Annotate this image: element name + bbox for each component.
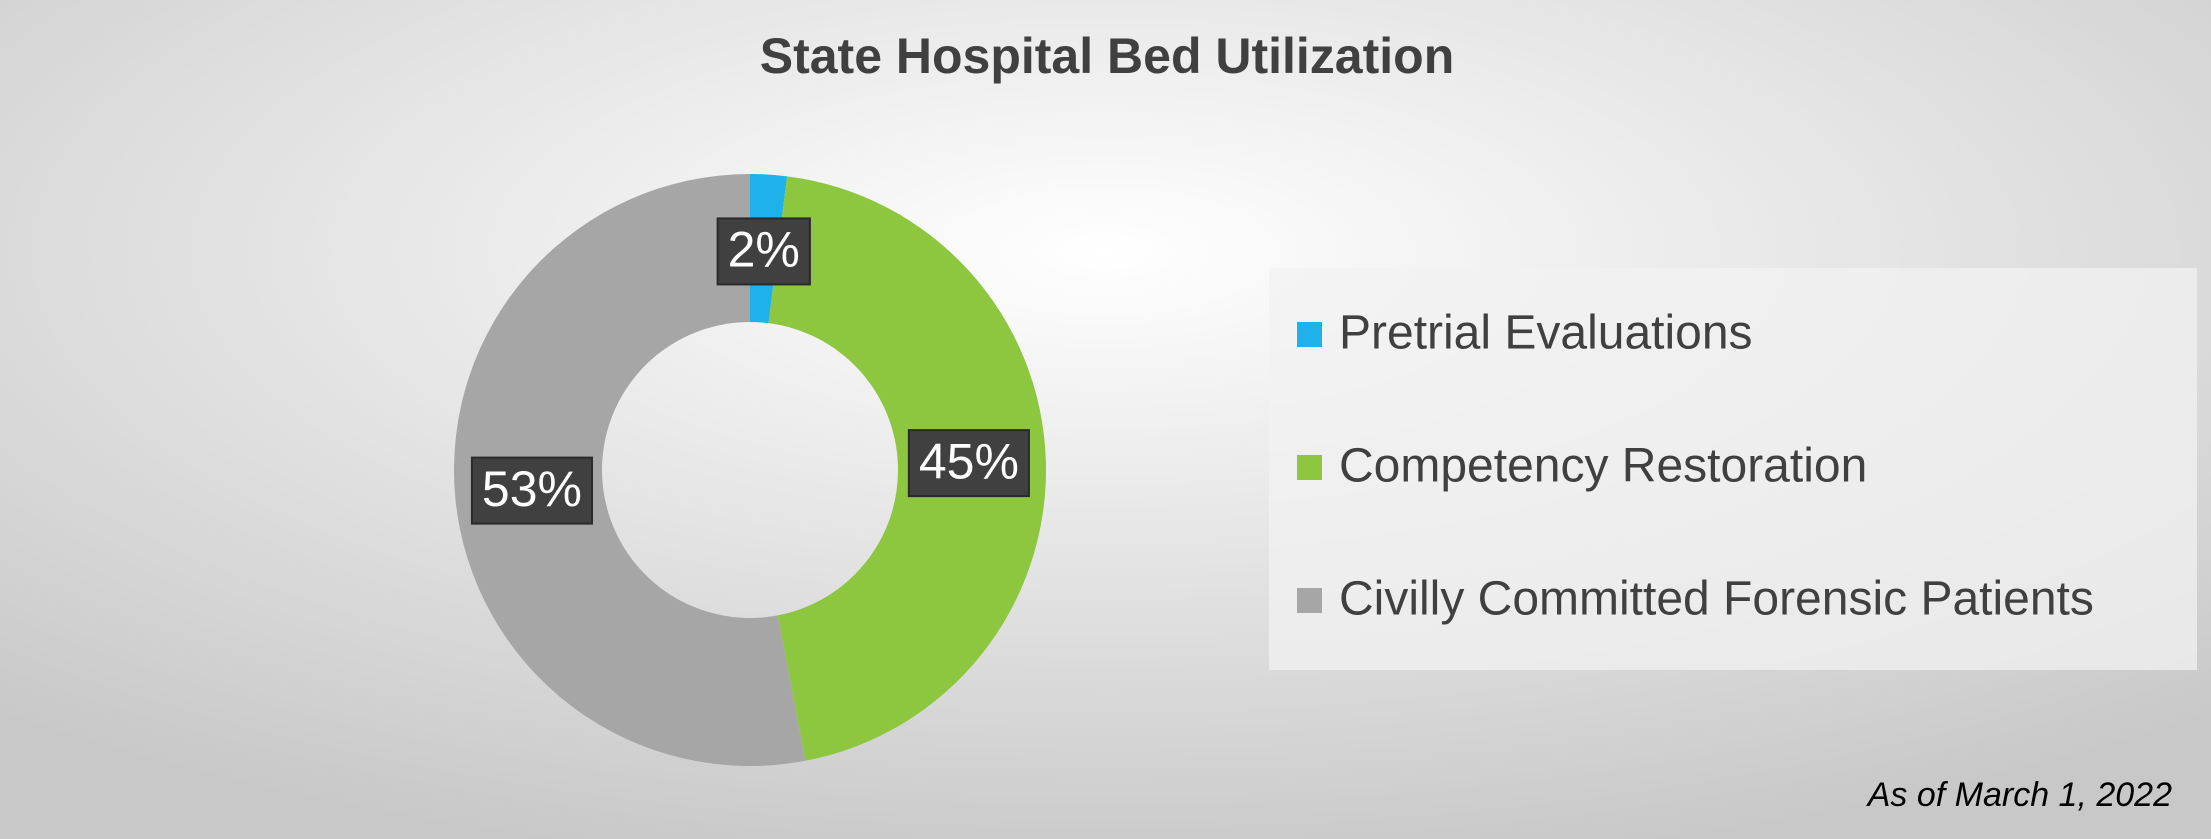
legend-box [1269, 268, 2197, 670]
legend-label: Competency Restoration [1339, 440, 1867, 493]
data-label: 2% [728, 222, 800, 278]
data-label: 45% [919, 433, 1019, 489]
data-label-box [470, 456, 594, 525]
data-label-box [907, 429, 1030, 498]
legend-swatch [1297, 322, 1322, 347]
legend-swatch [1297, 455, 1322, 480]
legend-label: Civilly Committed Forensic Patients [1339, 573, 2094, 626]
donut-slice [453, 174, 806, 766]
data-label-box [716, 217, 811, 286]
data-label: 53% [482, 461, 582, 517]
legend-label: Pretrial Evaluations [1339, 307, 1753, 360]
donut-slice [768, 176, 1046, 761]
note: As of March 1, 2022 [1866, 776, 2172, 814]
legend-swatch [1297, 588, 1322, 613]
chart-title: State Hospital Bed Utilization [760, 28, 1455, 84]
